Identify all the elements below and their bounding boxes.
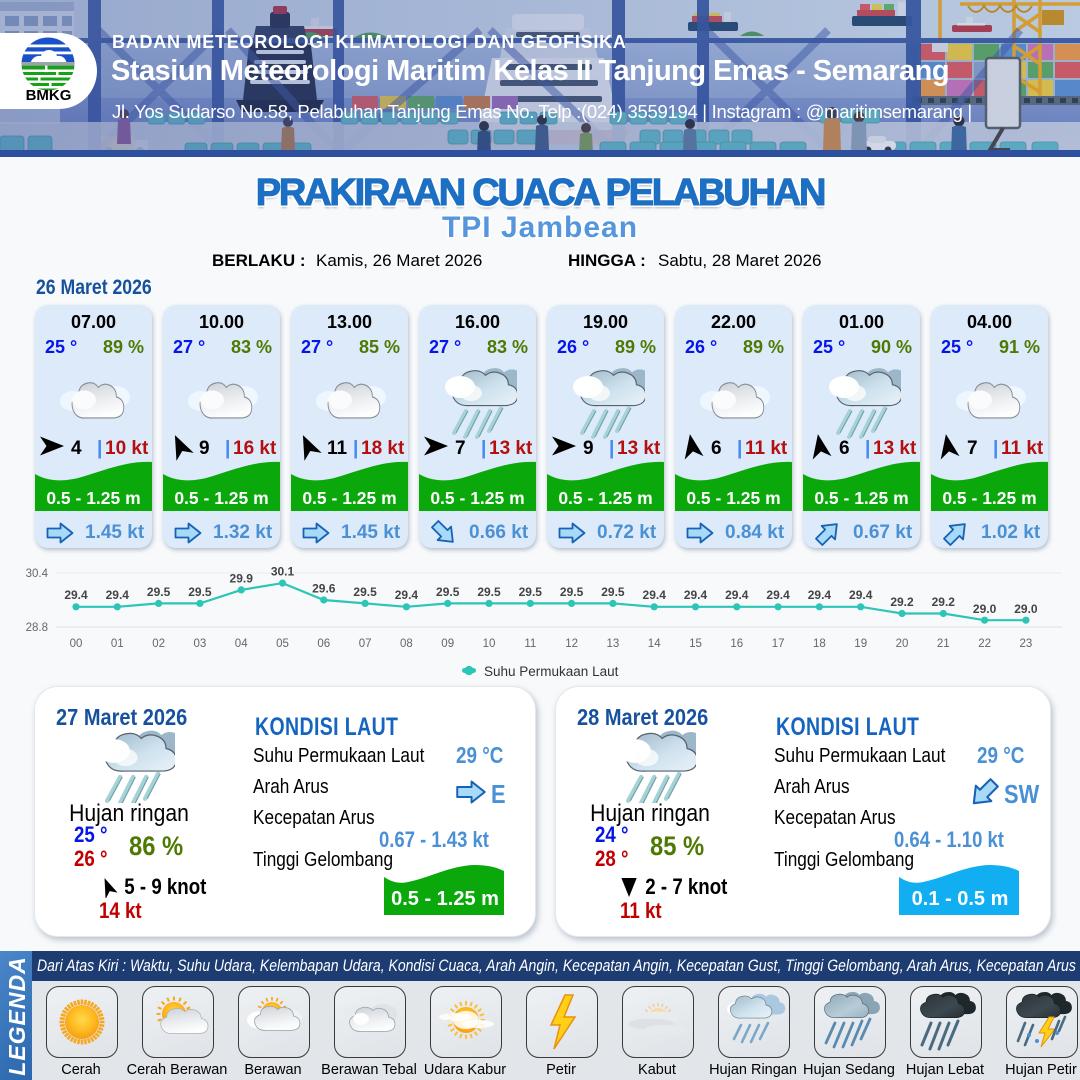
svg-text:|: |	[481, 438, 486, 459]
svg-text:13 kt: 13 kt	[873, 438, 917, 459]
svg-text:16: 16	[730, 638, 743, 650]
svg-text:19: 19	[854, 638, 867, 650]
svg-text:29.0: 29.0	[973, 602, 997, 616]
svg-text:29.4: 29.4	[766, 588, 790, 602]
svg-text:29.4: 29.4	[684, 588, 708, 602]
svg-text:4: 4	[71, 438, 82, 459]
svg-text:18: 18	[813, 638, 826, 650]
svg-text:07: 07	[359, 638, 372, 650]
svg-text:29.5: 29.5	[601, 585, 625, 599]
svg-text:08: 08	[400, 638, 413, 650]
svg-text:29.5: 29.5	[560, 585, 584, 599]
svg-text:17: 17	[772, 638, 785, 650]
svg-text:29.5: 29.5	[188, 585, 212, 599]
svg-text:29.5: 29.5	[519, 585, 543, 599]
svg-text:0.5 - 1.25 m: 0.5 - 1.25 m	[391, 888, 499, 910]
svg-text:29.4: 29.4	[106, 588, 130, 602]
svg-text:0.1 - 0.5 m: 0.1 - 0.5 m	[912, 888, 1009, 910]
svg-text:|: |	[225, 438, 230, 459]
svg-text:|: |	[353, 438, 358, 459]
svg-text:04: 04	[235, 638, 248, 650]
svg-text:|: |	[865, 438, 870, 459]
svg-text:15: 15	[689, 638, 702, 650]
svg-text:29.0: 29.0	[1014, 602, 1038, 616]
svg-text:29.4: 29.4	[849, 588, 873, 602]
svg-text:13 kt: 13 kt	[489, 438, 533, 459]
svg-text:06: 06	[317, 638, 330, 650]
svg-text:13 kt: 13 kt	[617, 438, 661, 459]
svg-text:29.9: 29.9	[230, 571, 254, 585]
svg-text:30.1: 30.1	[271, 565, 295, 579]
svg-text:29.5: 29.5	[436, 585, 460, 599]
svg-text:13: 13	[607, 638, 620, 650]
svg-text:29.4: 29.4	[395, 588, 419, 602]
svg-text:09: 09	[441, 638, 454, 650]
svg-text:9: 9	[583, 438, 594, 459]
svg-text:|: |	[609, 438, 614, 459]
svg-text:11: 11	[524, 638, 536, 650]
svg-text:29.4: 29.4	[64, 588, 88, 602]
svg-text:29.5: 29.5	[353, 585, 377, 599]
svg-text:29.2: 29.2	[890, 595, 914, 609]
svg-text:29.2: 29.2	[932, 595, 956, 609]
svg-text:12: 12	[565, 638, 578, 650]
svg-text:29.4: 29.4	[643, 588, 667, 602]
svg-text:21: 21	[937, 638, 950, 650]
svg-text:11 kt: 11 kt	[1001, 438, 1044, 459]
svg-text:10: 10	[483, 638, 496, 650]
svg-text:20: 20	[896, 638, 909, 650]
svg-text:29.4: 29.4	[725, 588, 749, 602]
svg-text:16 kt: 16 kt	[233, 438, 277, 459]
svg-text:29.6: 29.6	[312, 582, 336, 596]
svg-text:|: |	[993, 438, 998, 459]
svg-text:6: 6	[711, 438, 722, 459]
svg-text:7: 7	[455, 438, 466, 459]
svg-text:|: |	[737, 438, 742, 459]
svg-text:11 kt: 11 kt	[745, 438, 788, 459]
svg-text:|: |	[97, 438, 102, 459]
svg-text:29.4: 29.4	[808, 588, 832, 602]
svg-text:10 kt: 10 kt	[105, 438, 149, 459]
svg-text:9: 9	[199, 438, 210, 459]
svg-text:22: 22	[978, 638, 991, 650]
svg-text:05: 05	[276, 638, 289, 650]
svg-text:23: 23	[1020, 638, 1033, 650]
svg-text:7: 7	[967, 438, 978, 459]
svg-text:18 kt: 18 kt	[361, 438, 405, 459]
svg-text:Suhu Permukaan Laut: Suhu Permukaan Laut	[484, 664, 619, 679]
svg-text:00: 00	[70, 638, 83, 650]
svg-text:02: 02	[152, 638, 165, 650]
svg-text:6: 6	[839, 438, 850, 459]
svg-text:03: 03	[194, 638, 207, 650]
svg-text:01: 01	[111, 638, 124, 650]
svg-text:29.5: 29.5	[147, 585, 171, 599]
svg-text:11: 11	[327, 438, 348, 459]
svg-text:30.4: 30.4	[26, 568, 49, 580]
svg-text:29.5: 29.5	[477, 585, 501, 599]
svg-text:14: 14	[648, 638, 661, 650]
svg-text:28.8: 28.8	[26, 622, 48, 634]
